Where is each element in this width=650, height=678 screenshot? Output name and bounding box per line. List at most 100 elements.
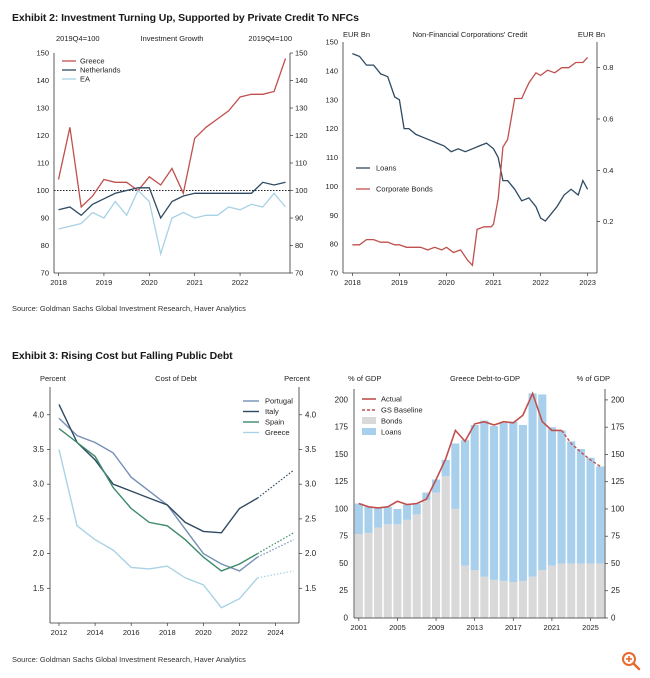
series-line-greece (57, 58, 287, 209)
x-tick-label: 2021 (485, 278, 502, 287)
y-tick-label-left: 150 (36, 49, 49, 58)
bar-loans (509, 421, 518, 583)
x-tick-label: 2001 (350, 623, 367, 632)
bar-loans (460, 440, 470, 566)
y-tick-label-right: 175 (611, 423, 625, 432)
y-tick-label-left: 130 (325, 95, 338, 104)
bar-bonds (354, 534, 363, 618)
y-tick-label-right: 150 (611, 450, 625, 459)
y-tick-label-right: 70 (295, 269, 303, 278)
x-tick-label: 2019 (391, 278, 408, 287)
y-tick-label-right: 120 (295, 131, 308, 140)
bar-loans (364, 506, 373, 533)
x-tick-label: 2020 (195, 628, 212, 637)
bar-bonds (451, 508, 460, 618)
bar-bonds (470, 570, 479, 618)
bar-bonds (586, 563, 595, 618)
y-tick-label-left: 50 (339, 559, 348, 568)
y-tick-label-left: 3.5 (33, 445, 45, 454)
y-axis-label-left: % of GDP (348, 374, 381, 383)
bar-bonds (460, 565, 470, 618)
chart-title: Non-Financial Corporations' Credit (413, 30, 529, 39)
zoom-in-icon[interactable] (620, 650, 642, 672)
y-tick-label-right: 0.2 (603, 217, 613, 226)
y-tick-label-right: 140 (295, 76, 308, 85)
bar-loans (403, 504, 412, 520)
y-tick-label-left: 200 (335, 395, 349, 404)
x-tick-label: 2019 (96, 278, 113, 287)
bar-loans (354, 503, 363, 535)
bar-bonds (528, 576, 537, 618)
bar-loans (489, 426, 499, 580)
bar-bonds (509, 582, 518, 618)
legend-label: Spain (265, 418, 284, 427)
bar-bonds (441, 476, 450, 618)
legend-label: Greece (80, 57, 105, 66)
legend-swatch (362, 417, 376, 424)
bar-loans (383, 506, 392, 525)
y-tick-label-right: 125 (611, 477, 625, 486)
y-tick-label-left: 70 (41, 269, 49, 278)
bar-loans (538, 394, 547, 571)
y-tick-label-right: 0.8 (603, 63, 613, 72)
y-tick-label-left: 140 (36, 76, 49, 85)
bar-loans (422, 492, 431, 501)
y-tick-label-left: 80 (41, 241, 49, 250)
legend-label: Actual (381, 395, 402, 404)
bar-bonds (489, 579, 499, 618)
series-line-portugal (58, 417, 258, 572)
bar-loans (451, 443, 460, 509)
series-line-gs-baseline (561, 429, 601, 467)
legend-label: Corporate Bonds (376, 185, 433, 194)
investment-growth-chart: 70 70 80 80 90 90 100 100 110 110 120 120 130 130 140 1… (36, 34, 308, 287)
x-tick-label: 2021 (186, 278, 203, 287)
y-tick-label-right: 1.5 (305, 584, 317, 593)
y-tick-label-left: 2.0 (33, 549, 45, 558)
y-tick-label-right: 4.0 (305, 410, 317, 419)
bar-bonds (499, 580, 508, 618)
bar-loans (432, 479, 441, 493)
legend-label: Bonds (381, 417, 403, 426)
y-tick-label-right: 100 (295, 186, 308, 195)
y-tick-label-right: 100 (611, 504, 625, 513)
y-axis-label-left: 2019Q4=100 (56, 34, 100, 43)
legend-label: Loans (376, 164, 397, 173)
y-tick-label-right: 90 (295, 214, 303, 223)
x-tick-label: 2022 (231, 628, 248, 637)
y-tick-label-left: 140 (325, 66, 338, 75)
chart-title: Greece Debt-to-GDP (450, 374, 520, 383)
bar-loans (499, 422, 508, 581)
y-tick-label-right: 50 (611, 559, 620, 568)
bar-loans (393, 508, 402, 525)
y-tick-label-left: 80 (330, 240, 338, 249)
x-tick-label: 2009 (428, 623, 445, 632)
legend-label: EA (80, 75, 90, 84)
y-tick-label-left: 100 (335, 504, 349, 513)
y-tick-label-left: 100 (325, 182, 338, 191)
y-tick-label-right: 2.0 (305, 549, 317, 558)
exhibit-2-source: Source: Goldman Sachs Global Investment … (12, 304, 246, 313)
bar-loans (528, 393, 537, 577)
series-projection-italy (257, 469, 294, 499)
nfc-credit-chart: 70 80 90 100 110 120 130 140 150 0.2 0.4 0.6 0.8 2018… (325, 30, 613, 287)
bar-loans (596, 466, 605, 564)
bar-loans (576, 448, 585, 564)
x-tick-label: 2023 (579, 278, 596, 287)
x-tick-label: 2005 (389, 623, 406, 632)
y-tick-label-right: 0.4 (603, 166, 613, 175)
legend-label: Italy (265, 407, 279, 416)
y-tick-label-right: 110 (295, 159, 307, 168)
bar-loans (557, 430, 566, 564)
y-tick-label-right: 130 (295, 104, 308, 113)
y-tick-label-right: 0 (611, 614, 616, 623)
bar-loans (470, 424, 479, 571)
exhibit-3-title: Exhibit 3: Rising Cost but Falling Publi… (12, 350, 233, 362)
y-tick-label-left: 120 (36, 131, 49, 140)
legend-label: Loans (381, 428, 402, 437)
y-tick-label-left: 4.0 (33, 410, 45, 419)
series-line-italy (58, 404, 258, 534)
bar-bonds (374, 527, 383, 618)
y-tick-label-left: 2.5 (33, 514, 45, 523)
x-tick-label: 2018 (344, 278, 361, 287)
